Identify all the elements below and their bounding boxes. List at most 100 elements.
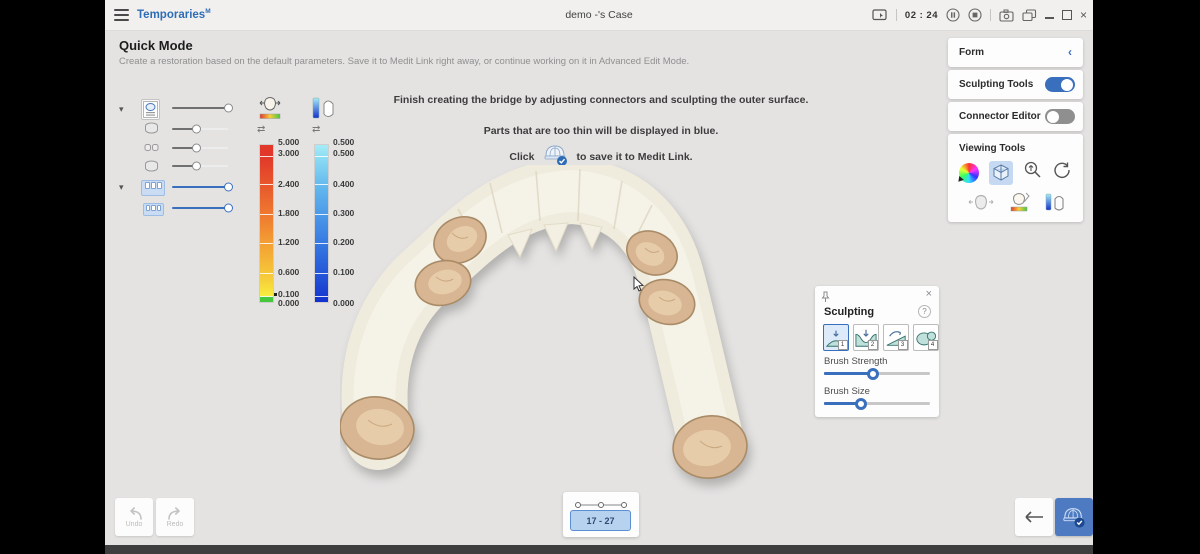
scale-label: 0.000: [333, 298, 355, 308]
sculpting-panel-title: Sculpting: [824, 306, 875, 318]
viewing-tools-row2: [968, 192, 1066, 218]
connector-editor-label: Connector Editor: [959, 111, 1041, 122]
lower-arch-icon[interactable]: [143, 203, 164, 216]
thickness-scale: ⇄ 0.500 0.500 0.400 0.300 0.200 0.100 0.…: [310, 96, 370, 311]
maximize-icon[interactable]: [1061, 10, 1072, 20]
layer-slider-row: [172, 203, 233, 213]
redo-button[interactable]: Redo: [156, 498, 194, 536]
sculpting-tools-label: Sculpting Tools: [959, 79, 1034, 90]
caret-down-icon[interactable]: ▾: [119, 104, 124, 114]
preop-model-icon[interactable]: [144, 122, 159, 135]
form-label: Form: [959, 47, 984, 58]
brush-strength-slider[interactable]: [824, 367, 930, 380]
color-wheel-icon[interactable]: [959, 162, 979, 183]
scale-label: 5.000: [278, 137, 300, 147]
sculpt-smooth-tool[interactable]: 3: [883, 324, 909, 351]
scale-settings-icon[interactable]: ⇄: [257, 124, 266, 135]
upper-arch-icon[interactable]: [141, 180, 165, 196]
menu-icon[interactable]: [114, 9, 129, 24]
viewing-tools-label: Viewing Tools: [959, 143, 1026, 154]
click-label: Click: [509, 150, 535, 163]
pin-icon[interactable]: [821, 290, 830, 308]
minimize-icon[interactable]: [1044, 11, 1054, 20]
thickness-scale-icon: [310, 96, 338, 127]
thickness-gradient-bar: [314, 144, 329, 303]
timer: 02 : 24: [904, 9, 938, 21]
scale-settings-icon[interactable]: ⇄: [312, 124, 321, 135]
connector-editor-toggle[interactable]: [1045, 109, 1075, 124]
instruction-messages: Finish creating the bridge by adjusting …: [391, 94, 811, 166]
divider: [989, 9, 991, 21]
page-title: Quick Mode: [119, 38, 193, 53]
viewing-tools-row1: [959, 160, 1071, 185]
opacity-slider[interactable]: [172, 143, 228, 153]
sculpting-tools-toggle[interactable]: [1045, 77, 1075, 92]
scale-label: 0.600: [278, 267, 300, 277]
tooth-range-widget: 17 - 27: [563, 492, 639, 537]
collapse-chevron-icon[interactable]: ‹: [1068, 45, 1072, 59]
app-mark: M: [205, 8, 211, 15]
opacity-slider[interactable]: [172, 124, 228, 134]
opacity-slider[interactable]: [172, 203, 233, 213]
connector-editor-panel: Connector Editor: [948, 102, 1083, 131]
opacity-slider[interactable]: [172, 161, 228, 171]
dental-arch-3d-view[interactable]: [339, 157, 800, 500]
scale-label: 0.500: [333, 148, 355, 158]
zoom-icon[interactable]: [1023, 160, 1043, 185]
view-cube-icon[interactable]: [989, 160, 1013, 185]
sculpt-remove-tool[interactable]: 2: [853, 324, 879, 351]
save-label: to save it to Medit Link.: [576, 150, 693, 163]
tooth-range-button[interactable]: 17 - 27: [570, 510, 631, 531]
sculpt-add-tool[interactable]: 1: [823, 324, 849, 351]
titlebar-controls: 02 : 24 ×: [872, 0, 1087, 30]
taskbar-strip: [105, 545, 1093, 554]
tooth-contacts-icon[interactable]: [968, 193, 994, 218]
save-bridge-icon[interactable]: [542, 142, 570, 171]
adjacent-teeth-icon[interactable]: [144, 143, 159, 152]
sculpt-morph-tool[interactable]: 4: [913, 324, 939, 351]
stop-icon[interactable]: [968, 8, 982, 22]
occlusal-clearance-icon[interactable]: [1007, 192, 1031, 218]
brush-size-label: Brush Size: [824, 386, 870, 397]
app-title: TemporariesM: [137, 8, 211, 21]
titlebar: TemporariesM demo -'s Case 02 : 24: [105, 0, 1093, 31]
brush-size-slider[interactable]: [824, 397, 930, 410]
undo-label: Undo: [125, 520, 143, 528]
save-to-medit-link-button[interactable]: [1055, 498, 1093, 536]
windows-stack-icon[interactable]: [1022, 8, 1037, 22]
camera-icon[interactable]: [999, 9, 1014, 22]
close-icon[interactable]: ×: [1079, 8, 1087, 22]
redo-label: Redo: [166, 520, 184, 528]
scale-label: 1.800: [278, 208, 300, 218]
layer-slider-row: [172, 143, 228, 153]
undo-button[interactable]: Undo: [115, 498, 153, 536]
case-title: demo -'s Case: [565, 9, 633, 21]
opacity-slider[interactable]: [172, 103, 233, 113]
scale-label: 3.000: [278, 148, 300, 158]
instruction-line2: Parts that are too thin will be displaye…: [483, 125, 719, 137]
scale-label: 0.200: [333, 237, 355, 247]
opacity-slider[interactable]: [172, 182, 233, 192]
instruction-line1: Finish creating the bridge by adjusting …: [393, 94, 809, 106]
layer-slider-row: [172, 103, 233, 113]
close-icon[interactable]: ×: [925, 288, 932, 300]
gingiva-model-icon[interactable]: [144, 160, 159, 173]
screen-record-icon[interactable]: [872, 8, 888, 22]
scale-label: 0.000: [278, 298, 300, 308]
back-button[interactable]: [1015, 498, 1053, 536]
occlusal-gradient-bar: [259, 144, 274, 303]
tool-badge: 1: [837, 339, 848, 350]
scale-label: 0.400: [333, 179, 355, 189]
scale-label: 0.300: [333, 208, 355, 218]
form-panel[interactable]: Form ‹: [948, 38, 1083, 67]
rotate-view-icon[interactable]: [1053, 161, 1071, 184]
restoration-document-icon[interactable]: [141, 99, 160, 120]
scale-marker: [274, 293, 277, 296]
tool-badge: 2: [867, 339, 878, 350]
caret-down-icon[interactable]: ▾: [119, 182, 124, 192]
range-track-icon[interactable]: [573, 497, 629, 515]
pause-icon[interactable]: [946, 8, 960, 22]
help-icon[interactable]: ?: [918, 305, 931, 318]
thickness-view-icon[interactable]: [1044, 192, 1066, 218]
